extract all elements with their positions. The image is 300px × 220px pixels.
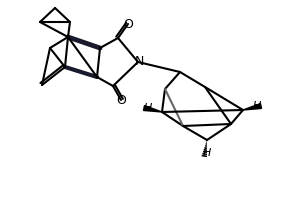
Text: H: H xyxy=(203,148,211,158)
Text: O: O xyxy=(116,94,126,106)
Polygon shape xyxy=(143,106,162,112)
Text: N: N xyxy=(134,55,144,68)
Text: H: H xyxy=(253,101,261,111)
Polygon shape xyxy=(243,104,262,110)
Text: O: O xyxy=(123,18,133,31)
Text: H: H xyxy=(144,103,152,113)
